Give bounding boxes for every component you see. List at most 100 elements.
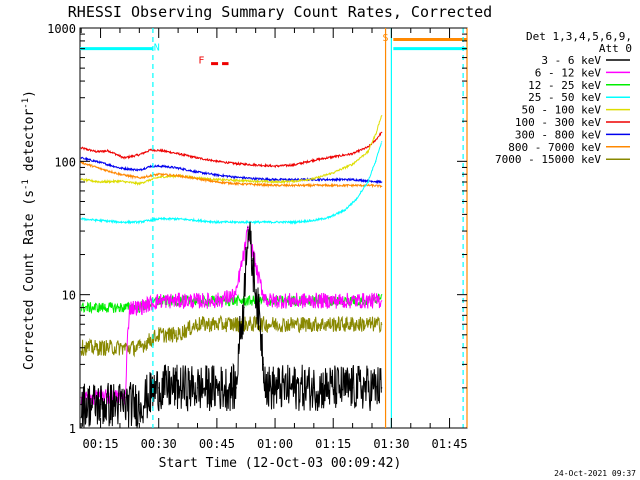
series-point-7000-15000-kev	[352, 323, 354, 325]
series-point-6-12-kev	[235, 294, 237, 296]
series-point-7000-15000-kev	[235, 323, 237, 325]
series-point-50-100-kev	[375, 133, 377, 135]
series-point-6-12-kev	[332, 300, 334, 302]
series-point-100-300-kev	[80, 147, 82, 149]
y-tick-label: 10	[62, 289, 76, 303]
series-point-7000-15000-kev	[216, 323, 218, 325]
legend-label-3-6-kev: 3 - 6 keV	[541, 54, 601, 67]
series-point-7000-15000-kev	[255, 323, 257, 325]
series-line-50-100-kev	[80, 115, 382, 186]
annotation-f: F	[198, 56, 204, 67]
series-line-25-50-kev	[80, 142, 382, 225]
series-point-7000-15000-kev	[119, 347, 121, 349]
series-point-300-800-kev	[371, 180, 373, 182]
series-point-300-800-kev	[100, 161, 102, 164]
series-point-25-50-kev	[274, 221, 276, 223]
series-point-100-300-kev	[235, 163, 237, 165]
series-point-50-100-kev	[80, 179, 82, 181]
series-point-7000-15000-kev	[332, 323, 334, 325]
series-line-6-12-kev	[80, 225, 382, 406]
series-point-300-800-kev	[274, 179, 276, 181]
legend-label-50-100-kev: 50 - 100 keV	[522, 104, 602, 117]
series-point-7000-15000-kev	[313, 323, 315, 325]
series-point-3-6-kev	[262, 363, 264, 365]
series-point-6-12-kev	[313, 300, 315, 302]
series-point-7000-15000-kev	[100, 347, 102, 349]
series-point-3-6-kev	[247, 226, 249, 228]
x-tick-label: 01:15	[315, 437, 351, 451]
series-point-300-800-kev	[80, 157, 82, 159]
legend-label-300-800-kev: 300 - 800 keV	[515, 128, 601, 141]
series-point-6-12-kev	[158, 300, 160, 302]
series-point-3-6-kev	[257, 307, 259, 309]
series-point-800-7000-kev	[216, 181, 218, 183]
series-point-6-12-kev	[293, 300, 295, 302]
series-point-6-12-kev	[257, 274, 259, 276]
series-point-100-300-kev	[162, 150, 164, 152]
series-point-800-7000-kev	[235, 183, 237, 185]
series-point-50-100-kev	[293, 180, 295, 182]
series-point-50-100-kev	[138, 183, 140, 185]
series-point-300-800-kev	[381, 181, 383, 183]
y-tick-label: 100	[54, 155, 76, 169]
y-axis-label: Corrected Count Rate (s-1 detector-1)	[21, 90, 37, 370]
series-point-6-12-kev	[243, 253, 245, 256]
series-point-25-50-kev	[367, 181, 369, 183]
series-point-300-800-kev	[216, 174, 218, 176]
series-point-6-12-kev	[196, 300, 199, 302]
series-point-7000-15000-kev	[274, 323, 276, 325]
series-point-7000-15000-kev	[196, 323, 199, 325]
series-point-50-100-kev	[100, 181, 102, 183]
series-point-3-6-kev	[235, 387, 237, 389]
series-point-50-100-kev	[367, 151, 369, 153]
series-point-300-800-kev	[332, 179, 334, 181]
series-point-7000-15000-kev	[177, 334, 179, 336]
series-point-6-12-kev	[138, 307, 140, 309]
series-point-300-800-kev	[162, 165, 164, 167]
series-point-100-300-kev	[375, 139, 377, 141]
series-point-100-300-kev	[293, 164, 295, 166]
series-point-100-300-kev	[313, 159, 315, 161]
series-point-25-50-kev	[196, 219, 199, 222]
series-point-50-100-kev	[119, 180, 121, 182]
series-point-6-12-kev	[371, 300, 373, 302]
series-layer	[80, 115, 383, 428]
series-point-50-100-kev	[158, 176, 160, 178]
series-point-100-300-kev	[123, 157, 125, 159]
series-3-6-kev	[80, 221, 383, 428]
series-point-12-25-kev	[119, 307, 121, 309]
series-point-50-100-kev	[332, 172, 334, 174]
series-point-100-300-kev	[96, 151, 98, 153]
series-point-3-6-kev	[119, 403, 121, 406]
legend-header-attenuator: Att 0	[599, 42, 632, 55]
series-line-7000-15000-kev	[80, 314, 382, 358]
series-point-100-300-kev	[352, 153, 354, 155]
series-point-800-7000-kev	[138, 177, 140, 179]
series-point-25-50-kev	[177, 218, 179, 220]
series-point-25-50-kev	[355, 198, 358, 200]
series-800-7000-kev	[80, 160, 383, 189]
series-point-800-7000-kev	[381, 185, 383, 187]
series-point-3-6-kev	[158, 387, 160, 389]
x-tick-label: 01:30	[373, 437, 409, 451]
legend-label-12-25-kev: 12 - 25 keV	[528, 79, 601, 92]
series-point-100-300-kev	[138, 154, 140, 156]
series-line-300-800-kev	[80, 156, 382, 185]
series-point-800-7000-kev	[80, 161, 82, 164]
series-point-6-12-kev	[129, 307, 131, 309]
series-point-6-12-kev	[274, 300, 276, 302]
x-tick-label: 01:45	[431, 437, 467, 451]
series-point-25-50-kev	[381, 141, 383, 143]
series-point-300-800-kev	[177, 167, 179, 169]
series-point-3-6-kev	[352, 387, 354, 389]
series-point-800-7000-kev	[274, 184, 276, 186]
legend-header-detectors: Det 1,3,4,5,6,9,	[526, 30, 632, 43]
series-point-100-300-kev	[367, 146, 369, 148]
series-point-800-7000-kev	[119, 173, 121, 175]
series-point-3-6-kev	[293, 387, 295, 389]
series-point-3-6-kev	[196, 387, 199, 389]
series-line-800-7000-kev	[80, 160, 382, 189]
series-point-25-50-kev	[255, 221, 257, 223]
series-point-300-800-kev	[235, 176, 237, 178]
